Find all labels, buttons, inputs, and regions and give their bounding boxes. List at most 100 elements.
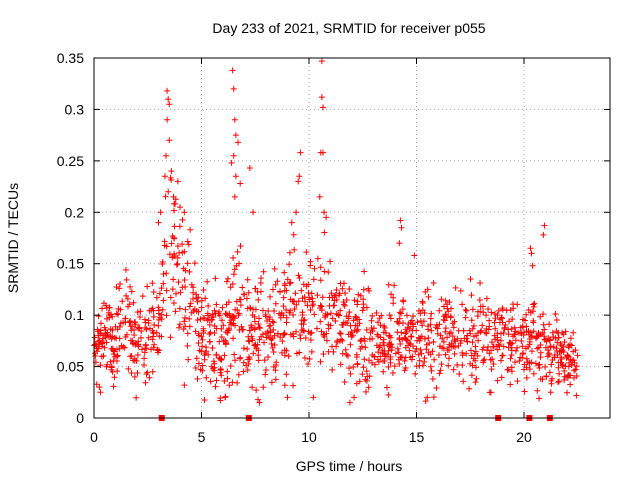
data-point [272, 376, 279, 383]
data-point [391, 282, 398, 289]
data-point [374, 319, 381, 326]
data-point [206, 338, 213, 345]
data-point [295, 178, 302, 185]
data-point [363, 326, 370, 333]
data-point [425, 293, 432, 300]
data-point [385, 281, 392, 288]
data-point [255, 320, 262, 327]
data-point [113, 357, 120, 364]
data-point [186, 315, 193, 322]
data-point [224, 375, 231, 382]
data-point [143, 370, 150, 377]
data-point [245, 354, 252, 361]
data-point [390, 300, 397, 307]
data-point [137, 308, 144, 315]
data-point [337, 330, 344, 337]
data-point [275, 330, 282, 337]
data-point [473, 375, 480, 382]
data-point [353, 380, 360, 387]
data-point [399, 353, 406, 360]
data-point [256, 324, 263, 331]
data-point [255, 296, 262, 303]
data-point [534, 333, 541, 340]
data-point [476, 297, 483, 304]
data-point [233, 262, 240, 269]
data-point [110, 347, 117, 354]
data-point [158, 285, 165, 292]
data-point [474, 313, 481, 320]
data-point [552, 310, 559, 317]
data-point [287, 296, 294, 303]
data-point [317, 358, 324, 365]
data-point [427, 363, 434, 370]
data-point [177, 204, 183, 211]
data-point [371, 361, 378, 368]
data-point [483, 295, 490, 302]
data-point [186, 303, 193, 310]
data-point [439, 335, 446, 342]
data-point [530, 370, 537, 377]
data-point [155, 349, 162, 356]
data-point [217, 366, 224, 373]
data-point [217, 355, 224, 362]
data-point [514, 301, 521, 308]
data-point [396, 335, 403, 342]
data-point [281, 280, 288, 287]
data-point [302, 334, 309, 341]
data-point [97, 389, 104, 396]
data-point [155, 316, 162, 323]
data-point [509, 316, 516, 323]
data-point [132, 340, 139, 347]
data-point [177, 289, 184, 296]
data-point [229, 67, 236, 74]
data-point [398, 310, 405, 317]
data-point [131, 331, 138, 338]
data-point [400, 298, 407, 305]
data-point [402, 326, 409, 333]
data-point [317, 302, 324, 309]
data-point [442, 325, 449, 332]
data-point [296, 349, 303, 356]
data-point [199, 367, 206, 374]
data-point [102, 330, 109, 337]
data-point [438, 361, 445, 368]
data-point [421, 355, 428, 362]
data-point [276, 288, 283, 295]
data-point [354, 316, 361, 323]
data-point [115, 305, 122, 312]
data-point [375, 358, 382, 365]
data-point [397, 217, 404, 224]
data-point [557, 340, 564, 347]
data-point [466, 385, 473, 392]
data-point [561, 339, 568, 346]
data-point [124, 295, 131, 302]
data-point [92, 352, 99, 359]
data-point [281, 269, 288, 276]
data-point [408, 333, 415, 340]
data-point [390, 294, 397, 301]
data-point [154, 346, 161, 353]
data-point [327, 310, 334, 317]
data-point [244, 346, 251, 353]
data-point [451, 350, 458, 357]
data-point [272, 362, 279, 369]
data-point [518, 337, 525, 344]
data-point [164, 116, 171, 123]
data-point [190, 295, 197, 302]
data-point [232, 132, 239, 139]
data-point [256, 315, 263, 322]
data-point [488, 366, 495, 373]
data-point [571, 367, 578, 374]
data-point [193, 295, 200, 302]
data-point [374, 331, 381, 338]
data-point [170, 253, 177, 260]
data-point [145, 320, 152, 327]
data-point [368, 317, 375, 324]
data-point [329, 315, 336, 322]
data-point [206, 331, 213, 338]
data-point [174, 243, 181, 250]
data-point [523, 355, 530, 362]
data-point [339, 285, 346, 292]
data-point [253, 387, 260, 394]
data-point [417, 347, 424, 354]
